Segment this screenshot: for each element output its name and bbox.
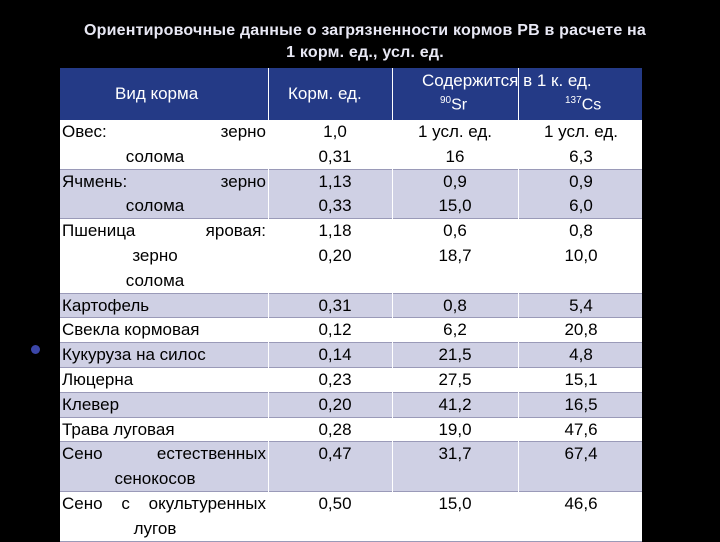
row-divider [60,218,642,220]
cs137-value: 6,0 [569,196,593,216]
header-cs-symbol: Cs [581,96,602,114]
sr90-value: 19,0 [438,419,472,439]
table-header: Вид корма Корм. ед. Содержится в 1 к. ед… [60,68,642,120]
slide-title-line1: Ориентировочные данные о загрязненности … [83,22,647,39]
feed-units-value: 0,20 [318,394,352,414]
feed-units-value: 0,31 [318,295,352,315]
column-divider [268,68,269,540]
cs137-value: 1 усл. ед. [543,122,619,141]
feed-name: лугов [133,518,177,538]
sr90-value: 0,9 [443,171,467,191]
contamination-table: Вид корма Корм. ед. Содержится в 1 к. ед… [60,68,642,542]
feed-name: солома [125,196,185,216]
table-row [60,219,642,294]
table-row [60,368,642,393]
header-sr: 90Sr [440,95,467,114]
header-sr-symbol: Sr [451,96,468,114]
table-row [60,442,642,492]
feed-name: солома [125,146,185,166]
feed-name: Клевер [62,394,120,414]
row-divider [60,168,642,170]
feed-units-value: 1,18 [318,221,352,241]
cs137-value: 15,1 [564,370,598,389]
feed-name: Овес: зерно [62,122,266,141]
sr90-value: 31,7 [438,444,472,464]
slide-title-line2: 1 корм. ед., усл. ед. [286,44,444,61]
feed-name: Сено с окультуренных [62,494,266,513]
row-divider [60,342,642,344]
cs137-value: 67,4 [564,444,598,464]
feed-name: сенокосов [114,469,196,489]
feed-name: Сено естественных [62,444,266,464]
feed-units-value: 0,33 [318,196,352,216]
table-row [60,417,642,443]
feed-name: Трава луговая [62,419,175,439]
row-divider [60,367,642,368]
row-divider [60,292,642,294]
cs137-value: 4,8 [569,345,593,365]
row-divider [60,317,642,319]
row-divider [60,391,642,393]
row-divider [60,540,642,542]
feed-name: Картофель [62,295,150,315]
cs137-value: 16,5 [564,394,598,414]
sr90-value: 21,5 [438,345,472,365]
feed-units-value: 0,12 [318,320,352,340]
feed-units-value: 0,47 [318,444,352,464]
feed-name: Свекла кормовая [62,320,200,340]
table-row [60,169,642,220]
table-row [60,343,642,368]
sr90-value: 0,6 [443,221,467,241]
bullet-dot-icon [31,345,40,354]
table-row [60,492,642,542]
cs137-value: 10,0 [564,246,598,265]
header-sr-mass: 90 [440,95,452,106]
sr90-value: 15,0 [438,196,472,216]
sr90-value: 15,0 [438,494,472,513]
feed-name: Ячмень: зерно [62,171,266,191]
table-row [60,120,642,170]
feed-name: Пшеница яровая: [62,221,266,241]
table-row [60,293,642,319]
cs137-value: 47,6 [564,419,598,439]
row-divider [60,416,642,418]
sr90-value: 0,8 [443,295,467,315]
header-cs: 137Cs [565,95,601,114]
feed-units-value: 0,31 [318,146,352,166]
row-divider [60,441,642,443]
cs137-value: 0,8 [569,221,593,241]
feed-units-value: 0,23 [318,370,352,389]
header-feed-units: Корм. ед. [288,84,362,103]
feed-units-value: 1,13 [318,171,352,191]
column-divider [518,68,519,540]
sr90-value: 18,7 [438,246,472,265]
feed-name: Кукуруза на силос [62,345,206,365]
cs137-value: 20,8 [564,320,598,340]
sr90-value: 27,5 [438,370,472,389]
sr90-value: 1 усл. ед. [417,122,493,141]
column-divider [392,68,393,540]
table-row [60,392,642,418]
feed-units-value: 0,20 [318,246,352,265]
feed-name: Люцерна [62,370,134,389]
feed-units-value: 0,14 [318,345,352,365]
feed-units-value: 0,28 [318,419,352,439]
header-cs-mass: 137 [565,95,582,106]
slide-title: Ориентировочные данные о загрязненности … [30,20,700,64]
sr90-value: 6,2 [443,320,467,340]
feed-units-value: 0,50 [318,494,352,513]
sr90-value: 16 [445,146,465,166]
sr90-value: 41,2 [438,394,472,414]
feed-name: солома [125,270,185,290]
table-row [60,318,642,344]
feed-name: зерно [132,246,178,265]
header-contains: Содержится в 1 к. ед. [422,71,592,90]
row-divider [60,491,642,492]
cs137-value: 5,4 [569,295,593,315]
feed-units-value: 1,0 [323,122,347,141]
cs137-value: 0,9 [569,171,593,191]
cs137-value: 6,3 [569,146,593,166]
cs137-value: 46,6 [564,494,598,513]
header-feed-type: Вид корма [115,84,199,103]
